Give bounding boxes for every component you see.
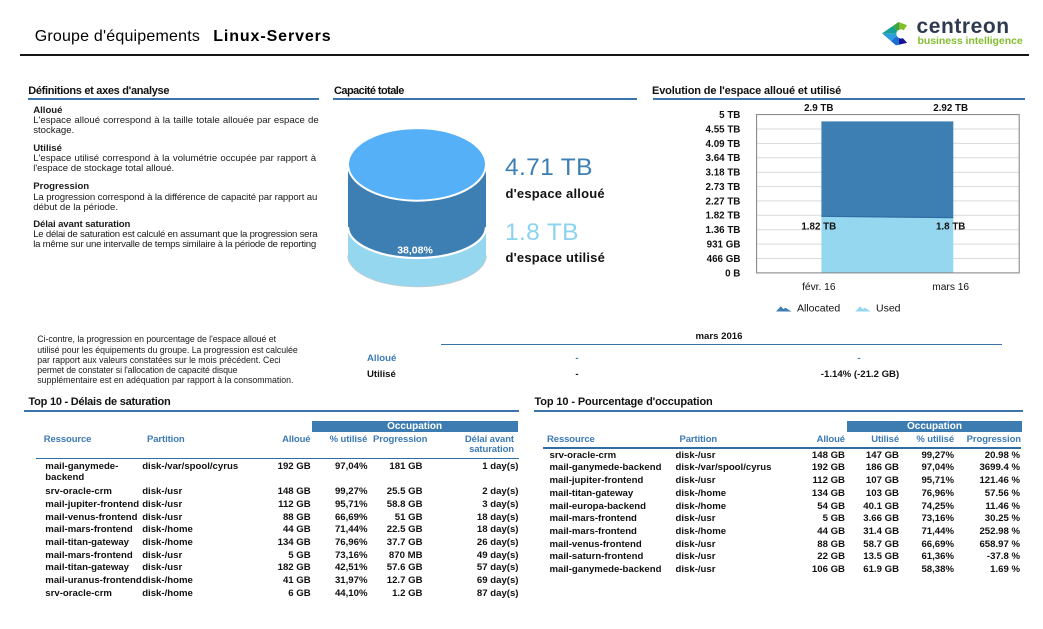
- svg-text:38,08%: 38,08%: [397, 245, 433, 257]
- svg-text:2.92 TB: 2.92 TB: [933, 103, 968, 114]
- svg-text:5 TB: 5 TB: [719, 110, 740, 121]
- svg-text:4.55 TB: 4.55 TB: [706, 124, 741, 135]
- svg-text:1.82 TB: 1.82 TB: [801, 222, 836, 233]
- svg-text:1.36 TB: 1.36 TB: [706, 225, 741, 236]
- svg-text:févr. 16: févr. 16: [802, 282, 836, 293]
- svg-text:3.18 TB: 3.18 TB: [706, 168, 741, 179]
- svg-text:Allocated: Allocated: [797, 303, 840, 315]
- svg-text:2.9 TB: 2.9 TB: [804, 103, 833, 114]
- svg-text:1.82 TB: 1.82 TB: [706, 211, 741, 222]
- svg-text:466 GB: 466 GB: [707, 254, 741, 265]
- svg-text:4.09 TB: 4.09 TB: [706, 139, 741, 150]
- svg-text:2.73 TB: 2.73 TB: [706, 182, 741, 193]
- svg-text:931 GB: 931 GB: [707, 240, 741, 251]
- svg-text:mars 16: mars 16: [932, 282, 969, 293]
- svg-text:0 B: 0 B: [725, 268, 740, 279]
- svg-text:3.64 TB: 3.64 TB: [706, 153, 741, 164]
- svg-text:2.27 TB: 2.27 TB: [706, 196, 741, 207]
- svg-text:1.8 TB: 1.8 TB: [936, 222, 965, 233]
- svg-text:Used: Used: [876, 303, 901, 315]
